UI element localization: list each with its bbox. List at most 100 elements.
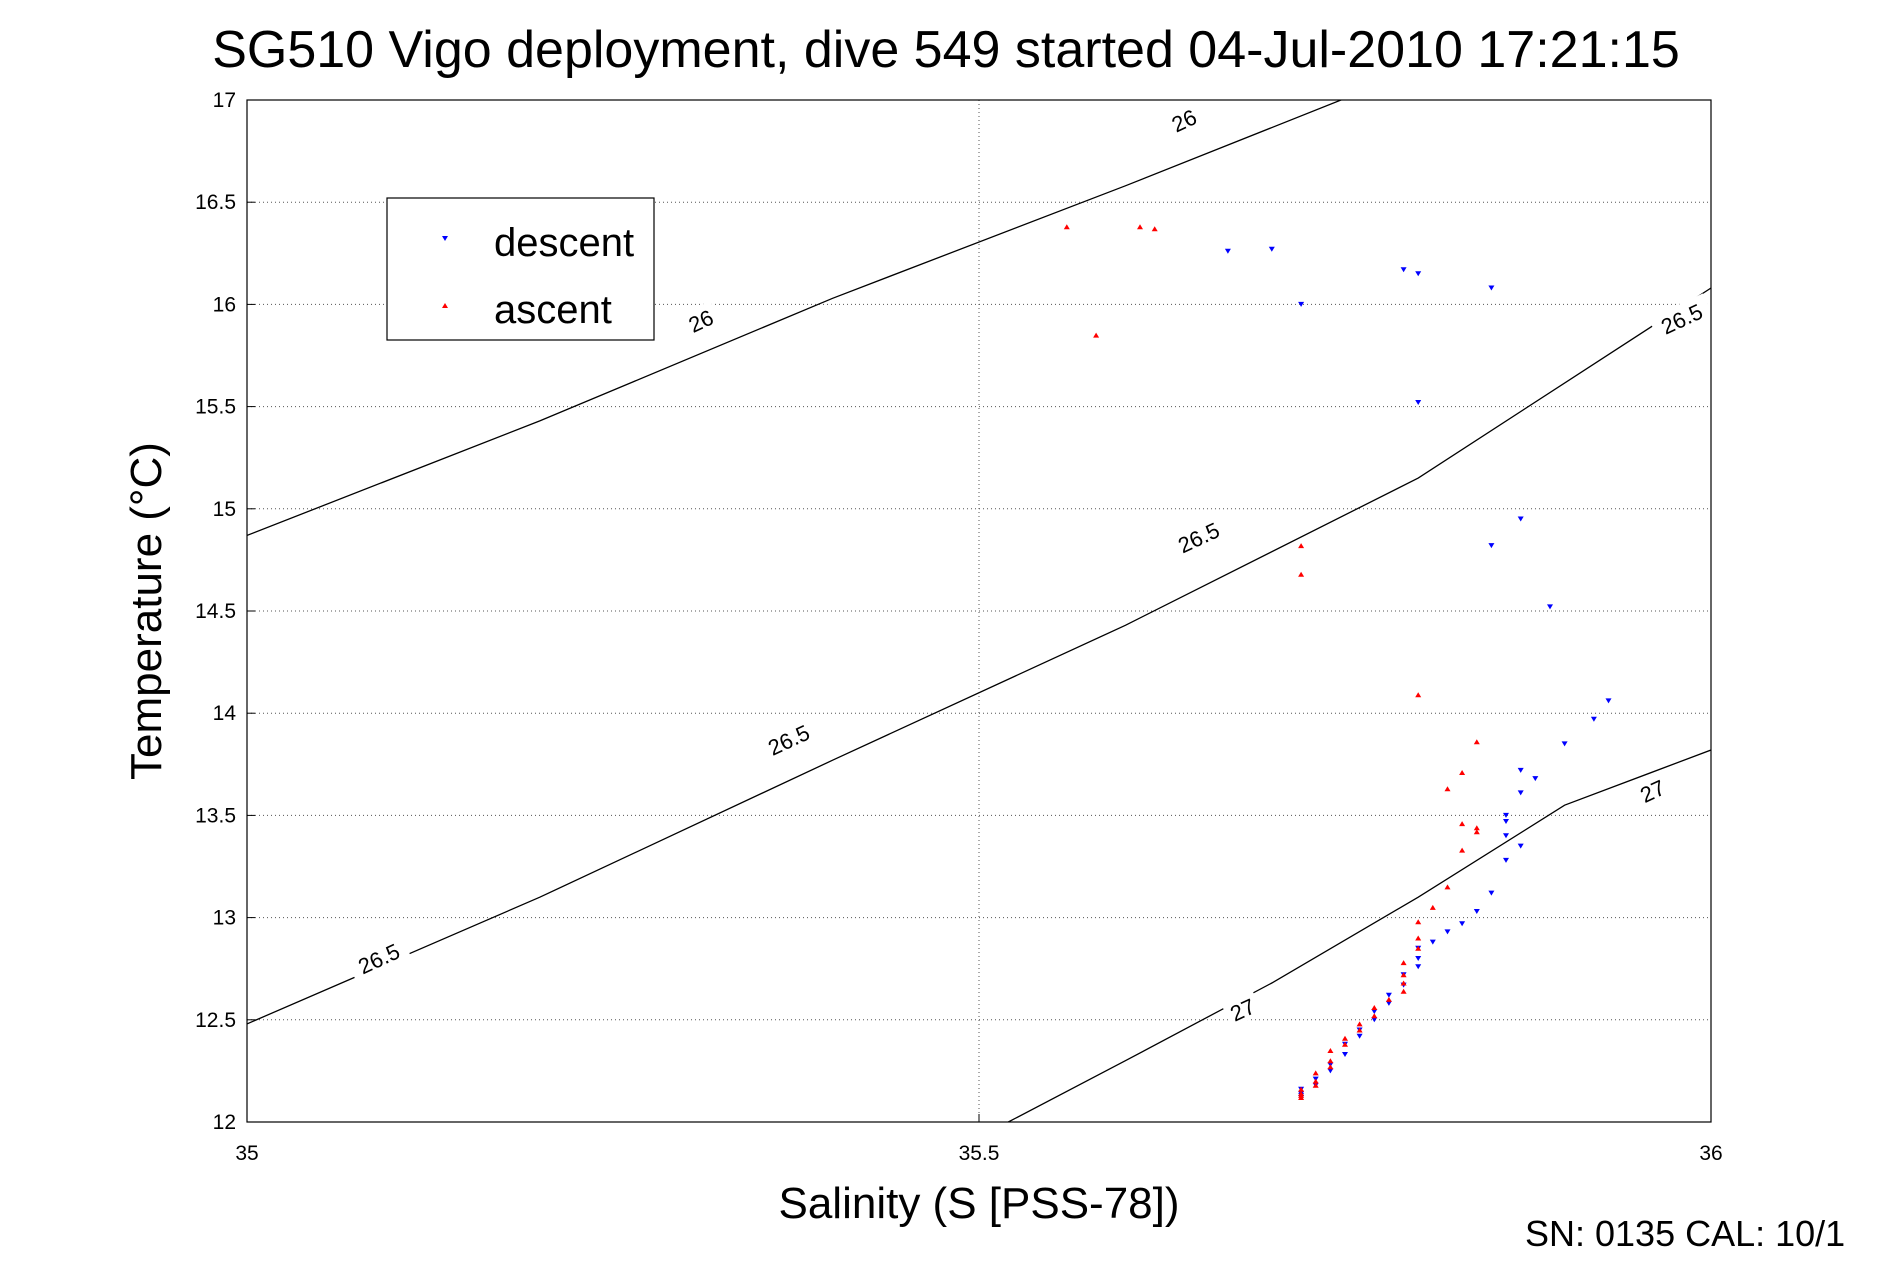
descent-point xyxy=(1400,267,1407,273)
y-tick-label: 15.5 xyxy=(195,396,236,419)
ascent-point xyxy=(1415,945,1422,951)
legend-descent-marker xyxy=(442,236,448,241)
ascent-point xyxy=(1327,1064,1334,1070)
y-tick-label: 12.5 xyxy=(195,1009,236,1032)
x-axis-ticks: 35 35.5 36 xyxy=(235,1114,1723,1165)
ascent-point xyxy=(1444,786,1451,792)
y-tick-label: 12 xyxy=(213,1111,236,1134)
ascent-point xyxy=(1298,543,1305,549)
ascent-point xyxy=(1473,829,1480,835)
descent-point xyxy=(1547,604,1553,610)
density-contour-26 xyxy=(247,100,1343,537)
descent-point xyxy=(1517,843,1524,849)
ascent-point xyxy=(1151,226,1158,232)
descent-point xyxy=(1517,516,1524,522)
descent-point xyxy=(1444,929,1451,935)
descent-point xyxy=(1605,698,1612,704)
ascent-point xyxy=(1342,1041,1348,1047)
ascent-point xyxy=(1473,825,1480,831)
y-tick-label: 15 xyxy=(213,498,236,521)
descent-point xyxy=(1488,543,1495,549)
ascent-point xyxy=(1356,1027,1363,1033)
contour-label-bg xyxy=(755,714,821,764)
descent-point xyxy=(1268,246,1275,252)
ascent-point xyxy=(1298,571,1305,577)
contour-label: 26.5 xyxy=(345,933,412,983)
descent-point xyxy=(1503,857,1509,863)
ascent-point xyxy=(1385,996,1392,1002)
legend-box xyxy=(386,197,655,341)
ascent-point xyxy=(1459,770,1466,775)
descent-point xyxy=(1298,301,1305,307)
ascent-point xyxy=(1400,972,1407,978)
ascent-point xyxy=(1298,1095,1305,1100)
ascent-point xyxy=(1371,1005,1378,1010)
ascent-point xyxy=(1327,1058,1334,1064)
y-tick-label: 16 xyxy=(213,293,236,316)
ascent-point xyxy=(1444,884,1451,890)
descent-point xyxy=(1473,909,1480,914)
descent-point xyxy=(1517,790,1524,796)
legend: descent ascent xyxy=(386,197,655,341)
y-tick-label: 14 xyxy=(213,702,237,725)
y-tick-label: 14.5 xyxy=(195,600,236,623)
descent-point xyxy=(1415,400,1422,405)
ascent-point xyxy=(1415,935,1422,941)
descent-point xyxy=(1415,964,1422,970)
footer-serial-cal: SN: 0135 CAL: 10/1 xyxy=(1525,1213,1845,1254)
descent-point xyxy=(1503,819,1509,824)
descent-point xyxy=(1590,716,1597,722)
ascent-point xyxy=(1415,919,1422,925)
contour-label-bg xyxy=(1165,512,1231,561)
x-tick-label: 35.5 xyxy=(959,1142,1000,1165)
y-tick-label: 17 xyxy=(213,89,236,112)
ascent-point xyxy=(1473,739,1480,745)
ascent-point xyxy=(1356,1021,1363,1027)
descent-point xyxy=(1532,776,1539,782)
legend-ascent-marker xyxy=(442,303,448,308)
contour-label: 26 xyxy=(679,300,722,339)
contour-label-bg xyxy=(679,300,722,339)
ascent-point xyxy=(1342,1035,1348,1041)
descent-point xyxy=(1415,271,1422,277)
contour-label-bg xyxy=(1631,771,1673,809)
descent-point xyxy=(1371,1017,1378,1023)
descent-point xyxy=(1224,248,1231,254)
ascent-point xyxy=(1093,332,1100,338)
contour-label: 26.5 xyxy=(1648,293,1711,343)
ascent-point xyxy=(1429,904,1436,910)
ascent-point xyxy=(1400,988,1407,994)
contour-label: 26.5 xyxy=(755,714,821,764)
descent-point xyxy=(1459,921,1466,927)
y-tick-label: 13.5 xyxy=(195,804,236,827)
x-tick-label: 35 xyxy=(235,1142,258,1165)
ascent-point xyxy=(1312,1070,1319,1076)
ascent-point xyxy=(1459,821,1466,827)
data-points xyxy=(1063,224,1612,1100)
descent-point xyxy=(1488,285,1495,291)
y-axis-label: Temperature (°C) xyxy=(122,442,171,780)
descent-point xyxy=(1342,1052,1348,1057)
y-tick-label: 13 xyxy=(213,907,236,930)
descent-point xyxy=(1488,890,1495,896)
ascent-point xyxy=(1063,224,1070,230)
ascent-point xyxy=(1312,1082,1319,1088)
descent-point xyxy=(1371,1009,1378,1015)
descent-point xyxy=(1385,992,1392,998)
contour-label-bg xyxy=(345,933,412,983)
ascent-point xyxy=(1415,692,1422,698)
descent-point xyxy=(1327,1068,1334,1074)
contour-label-bg xyxy=(1221,989,1263,1028)
density-contour-27 xyxy=(1007,749,1711,1122)
chart-title: SG510 Vigo deployment, dive 549 started … xyxy=(212,21,1680,79)
legend-ascent-label: ascent xyxy=(494,288,612,332)
contour-label: 27 xyxy=(1221,989,1263,1028)
x-axis-label: Salinity (S [PSS-78]) xyxy=(778,1179,1179,1228)
ascent-point xyxy=(1400,980,1407,986)
contour-label: 26.5 xyxy=(1165,512,1231,561)
ascent-point xyxy=(1371,1013,1378,1019)
ascent-point xyxy=(1400,960,1407,966)
descent-point xyxy=(1385,1000,1392,1006)
descent-point xyxy=(1356,1033,1363,1039)
contour-label: 27 xyxy=(1631,771,1673,809)
